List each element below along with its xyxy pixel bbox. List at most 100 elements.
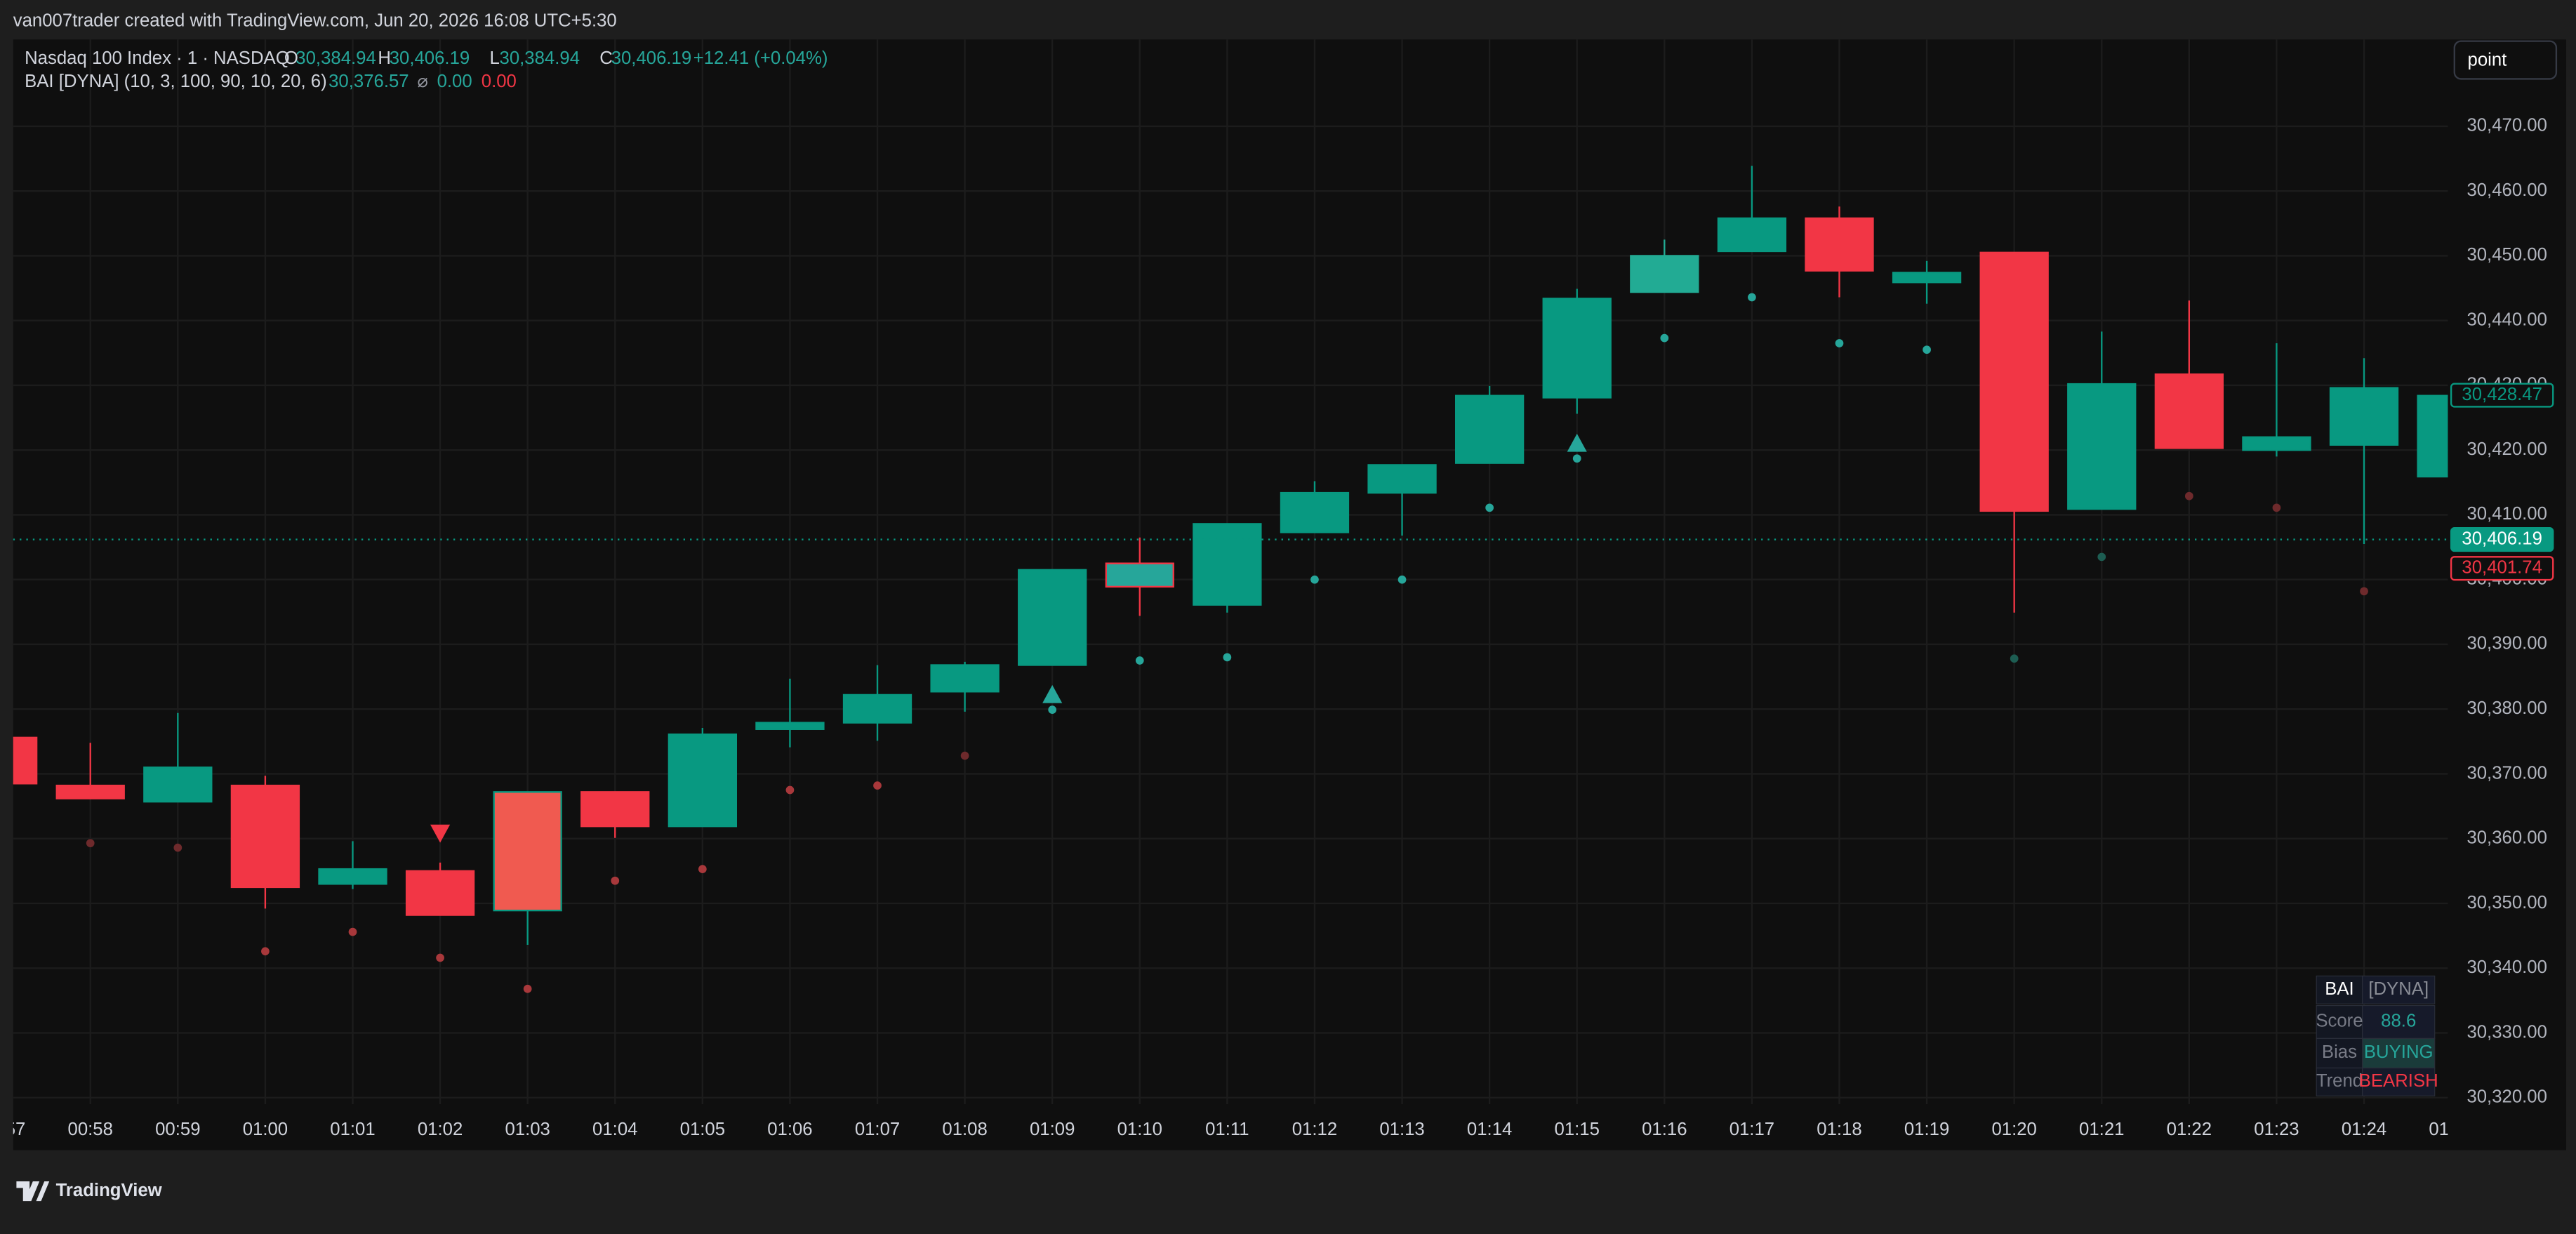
- bai-dot: [436, 953, 444, 962]
- bai-dot: [261, 947, 270, 956]
- table-label: BAI: [2325, 979, 2353, 999]
- bai-dot: [611, 876, 620, 885]
- close-label: C: [599, 48, 613, 68]
- candle-body: [230, 784, 300, 889]
- bai-dot: [1835, 339, 1844, 347]
- button-label[interactable]: point: [2468, 51, 2507, 70]
- candle-body: [143, 767, 213, 803]
- candle-body: [1979, 251, 2049, 512]
- table-value: 88.6: [2381, 1011, 2416, 1031]
- x-tick-label: 01:01: [330, 1120, 375, 1139]
- candle-body: [1805, 217, 1874, 272]
- bai-dot: [698, 865, 707, 873]
- price-label-box: [2450, 383, 2554, 408]
- candle-body: [1454, 394, 1525, 464]
- price-label: 30,401.74: [2462, 557, 2542, 577]
- candle-body: [1542, 298, 1612, 399]
- change: +12.41 (+0.04%): [693, 48, 828, 68]
- x-tick-label: 01:25: [2429, 1120, 2474, 1139]
- attribution: van007trader created with TradingView.co…: [13, 11, 617, 30]
- x-tick-label: 01:02: [418, 1120, 463, 1139]
- buy-signal: [1567, 433, 1587, 452]
- x-tick-label: 01:23: [2254, 1120, 2299, 1139]
- table-label: Score: [2316, 1011, 2363, 1031]
- x-tick-label: 00:58: [68, 1120, 113, 1139]
- candle-body: [842, 694, 912, 724]
- bai-dot: [348, 927, 357, 936]
- bai-dot: [1660, 333, 1669, 343]
- candle-body: [1280, 491, 1350, 533]
- table-cell: [2362, 975, 2436, 1004]
- price-label: 30,406.19: [2462, 529, 2542, 548]
- y-tick-label: 30,390.00: [2467, 634, 2547, 654]
- candle-body: [493, 791, 562, 912]
- y-tick-label: 30,460.00: [2467, 180, 2547, 200]
- candle-body: [2329, 387, 2399, 446]
- x-tick-label: 01:15: [1555, 1120, 1600, 1139]
- bai-dot: [1135, 656, 1144, 665]
- table-value: BUYING: [2364, 1042, 2434, 1062]
- x-tick-label: 01:19: [1904, 1120, 1949, 1139]
- bai-dot: [1310, 575, 1319, 584]
- table-label: Bias: [2322, 1042, 2357, 1062]
- x-tick-label: 01:06: [767, 1120, 812, 1139]
- price-label-box: [2450, 556, 2554, 581]
- x-tick-label: 01:08: [942, 1120, 987, 1139]
- bai-dot: [960, 751, 969, 760]
- table-cell: [2362, 1067, 2436, 1096]
- sell-signal: [430, 824, 451, 843]
- bai-dot: [1572, 454, 1581, 463]
- bai-dot: [1048, 705, 1057, 714]
- plot-background: [13, 39, 2566, 1150]
- candle-body: [1193, 523, 1262, 606]
- candle-body: [405, 870, 475, 916]
- candle-body: [2417, 394, 2448, 478]
- bai-dot: [873, 781, 882, 790]
- table-cell: [2362, 1004, 2436, 1039]
- candle-body: [580, 791, 650, 828]
- candle-body: [1892, 272, 1962, 284]
- symbol: Nasdaq 100 Index · 1 · NASDAQ: [25, 48, 290, 68]
- y-tick-label: 30,440.00: [2467, 310, 2547, 329]
- x-tick-label: 01:09: [1030, 1120, 1075, 1139]
- buy-signal: [1042, 684, 1063, 703]
- candle-body: [930, 664, 1000, 693]
- y-tick-label: 30,450.00: [2467, 245, 2547, 265]
- y-tick-label: 30,340.00: [2467, 957, 2547, 977]
- indicator-value: 30,376.57: [328, 72, 409, 91]
- y-tick-label: 30,330.00: [2467, 1022, 2547, 1042]
- table-cell: [2362, 1037, 2436, 1069]
- low-value: 30,384.94: [500, 48, 580, 68]
- x-tick-label: 01:14: [1467, 1120, 1512, 1139]
- open-label: O: [284, 48, 298, 68]
- footer: TradingView: [16, 1181, 163, 1202]
- candle-body: [1717, 217, 1787, 253]
- y-tick-label: 30,370.00: [2467, 763, 2547, 783]
- button-box[interactable]: [2453, 40, 2558, 80]
- candle-body: [1367, 464, 1437, 494]
- candle-body: [318, 868, 387, 885]
- high-value: 30,406.19: [390, 48, 470, 68]
- point-button[interactable]: point: [2453, 40, 2558, 80]
- brand: TradingView: [56, 1181, 163, 1200]
- x-tick-label: 01:07: [855, 1120, 900, 1139]
- y-axis: 30,320.00 30,330.00 30,340.00 30,350.00 30,3…: [2450, 116, 2554, 1107]
- bai-dot: [1748, 293, 1756, 302]
- bai-dot: [2097, 552, 2106, 562]
- y-tick-label: 30,350.00: [2467, 893, 2547, 913]
- y-tick-label: 30,380.00: [2467, 698, 2547, 718]
- x-tick-label: 01:12: [1292, 1120, 1337, 1139]
- x-axis: 00:57 00:58 00:59 01:00 01:01 01:02 01:03 01:04…: [13, 1120, 2474, 1139]
- indicator-down: 0.00: [482, 72, 517, 91]
- y-tick-label: 30,360.00: [2467, 828, 2547, 848]
- y-tick-label: 30,320.00: [2467, 1087, 2547, 1107]
- bai-dot: [2010, 654, 2019, 663]
- x-tick-label: 01:04: [592, 1120, 637, 1139]
- x-tick-label: 01:24: [2342, 1120, 2386, 1139]
- candle-body: [1018, 569, 1087, 666]
- bai-dot: [1923, 345, 1931, 354]
- bai-dot: [2272, 503, 2281, 512]
- y-tick-label: 30,410.00: [2467, 504, 2547, 524]
